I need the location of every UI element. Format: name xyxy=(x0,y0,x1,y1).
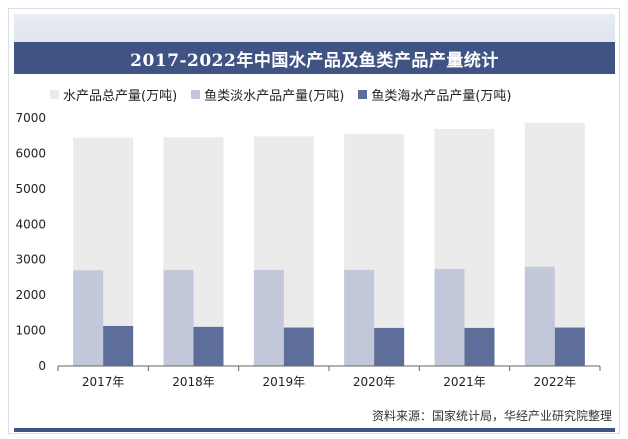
x-tick-label: 2019年 xyxy=(263,375,306,389)
x-tick-label: 2017年 xyxy=(82,375,125,389)
bar-freshwater xyxy=(163,270,194,366)
x-tick-label: 2018年 xyxy=(172,375,215,389)
legend-swatch-marine xyxy=(358,89,368,99)
chart-legend: 水产品总产量(万吨) 鱼类淡水产品产量(万吨) 鱼类海水产品产量(万吨) xyxy=(50,84,511,104)
legend-swatch-total xyxy=(50,89,59,99)
y-tick-label: 4000 xyxy=(15,217,46,231)
bar-freshwater xyxy=(253,269,284,366)
footer-strip xyxy=(14,428,615,432)
legend-label-freshwater: 鱼类淡水产品产量(万吨) xyxy=(204,88,345,104)
header-strip xyxy=(14,14,615,42)
source-note: 资料来源：国家统计局，华经产业研究院整理 xyxy=(371,409,612,423)
bar-freshwater xyxy=(434,268,465,366)
chart-title: 2017-2022年中国水产品及鱼类产品产量统计 xyxy=(130,50,499,71)
y-tick-label: 3000 xyxy=(15,253,46,267)
bar-marine xyxy=(374,327,405,366)
legend-label-total: 水产品总产量(万吨) xyxy=(63,88,178,104)
legend-item-freshwater: 鱼类淡水产品产量(万吨) xyxy=(191,85,344,104)
bar-marine xyxy=(554,327,585,366)
legend-label-marine: 鱼类海水产品产量(万吨) xyxy=(371,88,512,104)
bar-marine xyxy=(283,327,314,366)
y-tick-label: 5000 xyxy=(15,182,46,196)
title-bar: 2017-2022年中国水产品及鱼类产品产量统计 xyxy=(14,42,615,74)
x-tick-label: 2021年 xyxy=(443,375,486,389)
y-tick-label: 2000 xyxy=(15,288,46,302)
legend-swatch-freshwater xyxy=(191,89,201,99)
y-tick-label: 6000 xyxy=(15,146,46,160)
bar-freshwater xyxy=(73,270,104,366)
y-tick-label: 0 xyxy=(38,359,46,373)
bar-marine xyxy=(103,325,134,366)
x-tick-label: 2022年 xyxy=(534,375,577,389)
bar-marine xyxy=(193,326,224,366)
y-tick-label: 7000 xyxy=(15,111,46,125)
bar-marine xyxy=(464,327,495,366)
x-tick-label: 2020年 xyxy=(353,375,396,389)
bar-freshwater xyxy=(344,269,375,366)
bar-freshwater xyxy=(524,266,555,366)
y-tick-label: 1000 xyxy=(15,324,46,338)
legend-item-total: 水产品总产量(万吨) xyxy=(50,85,177,104)
legend-item-marine: 鱼类海水产品产量(万吨) xyxy=(358,85,511,104)
